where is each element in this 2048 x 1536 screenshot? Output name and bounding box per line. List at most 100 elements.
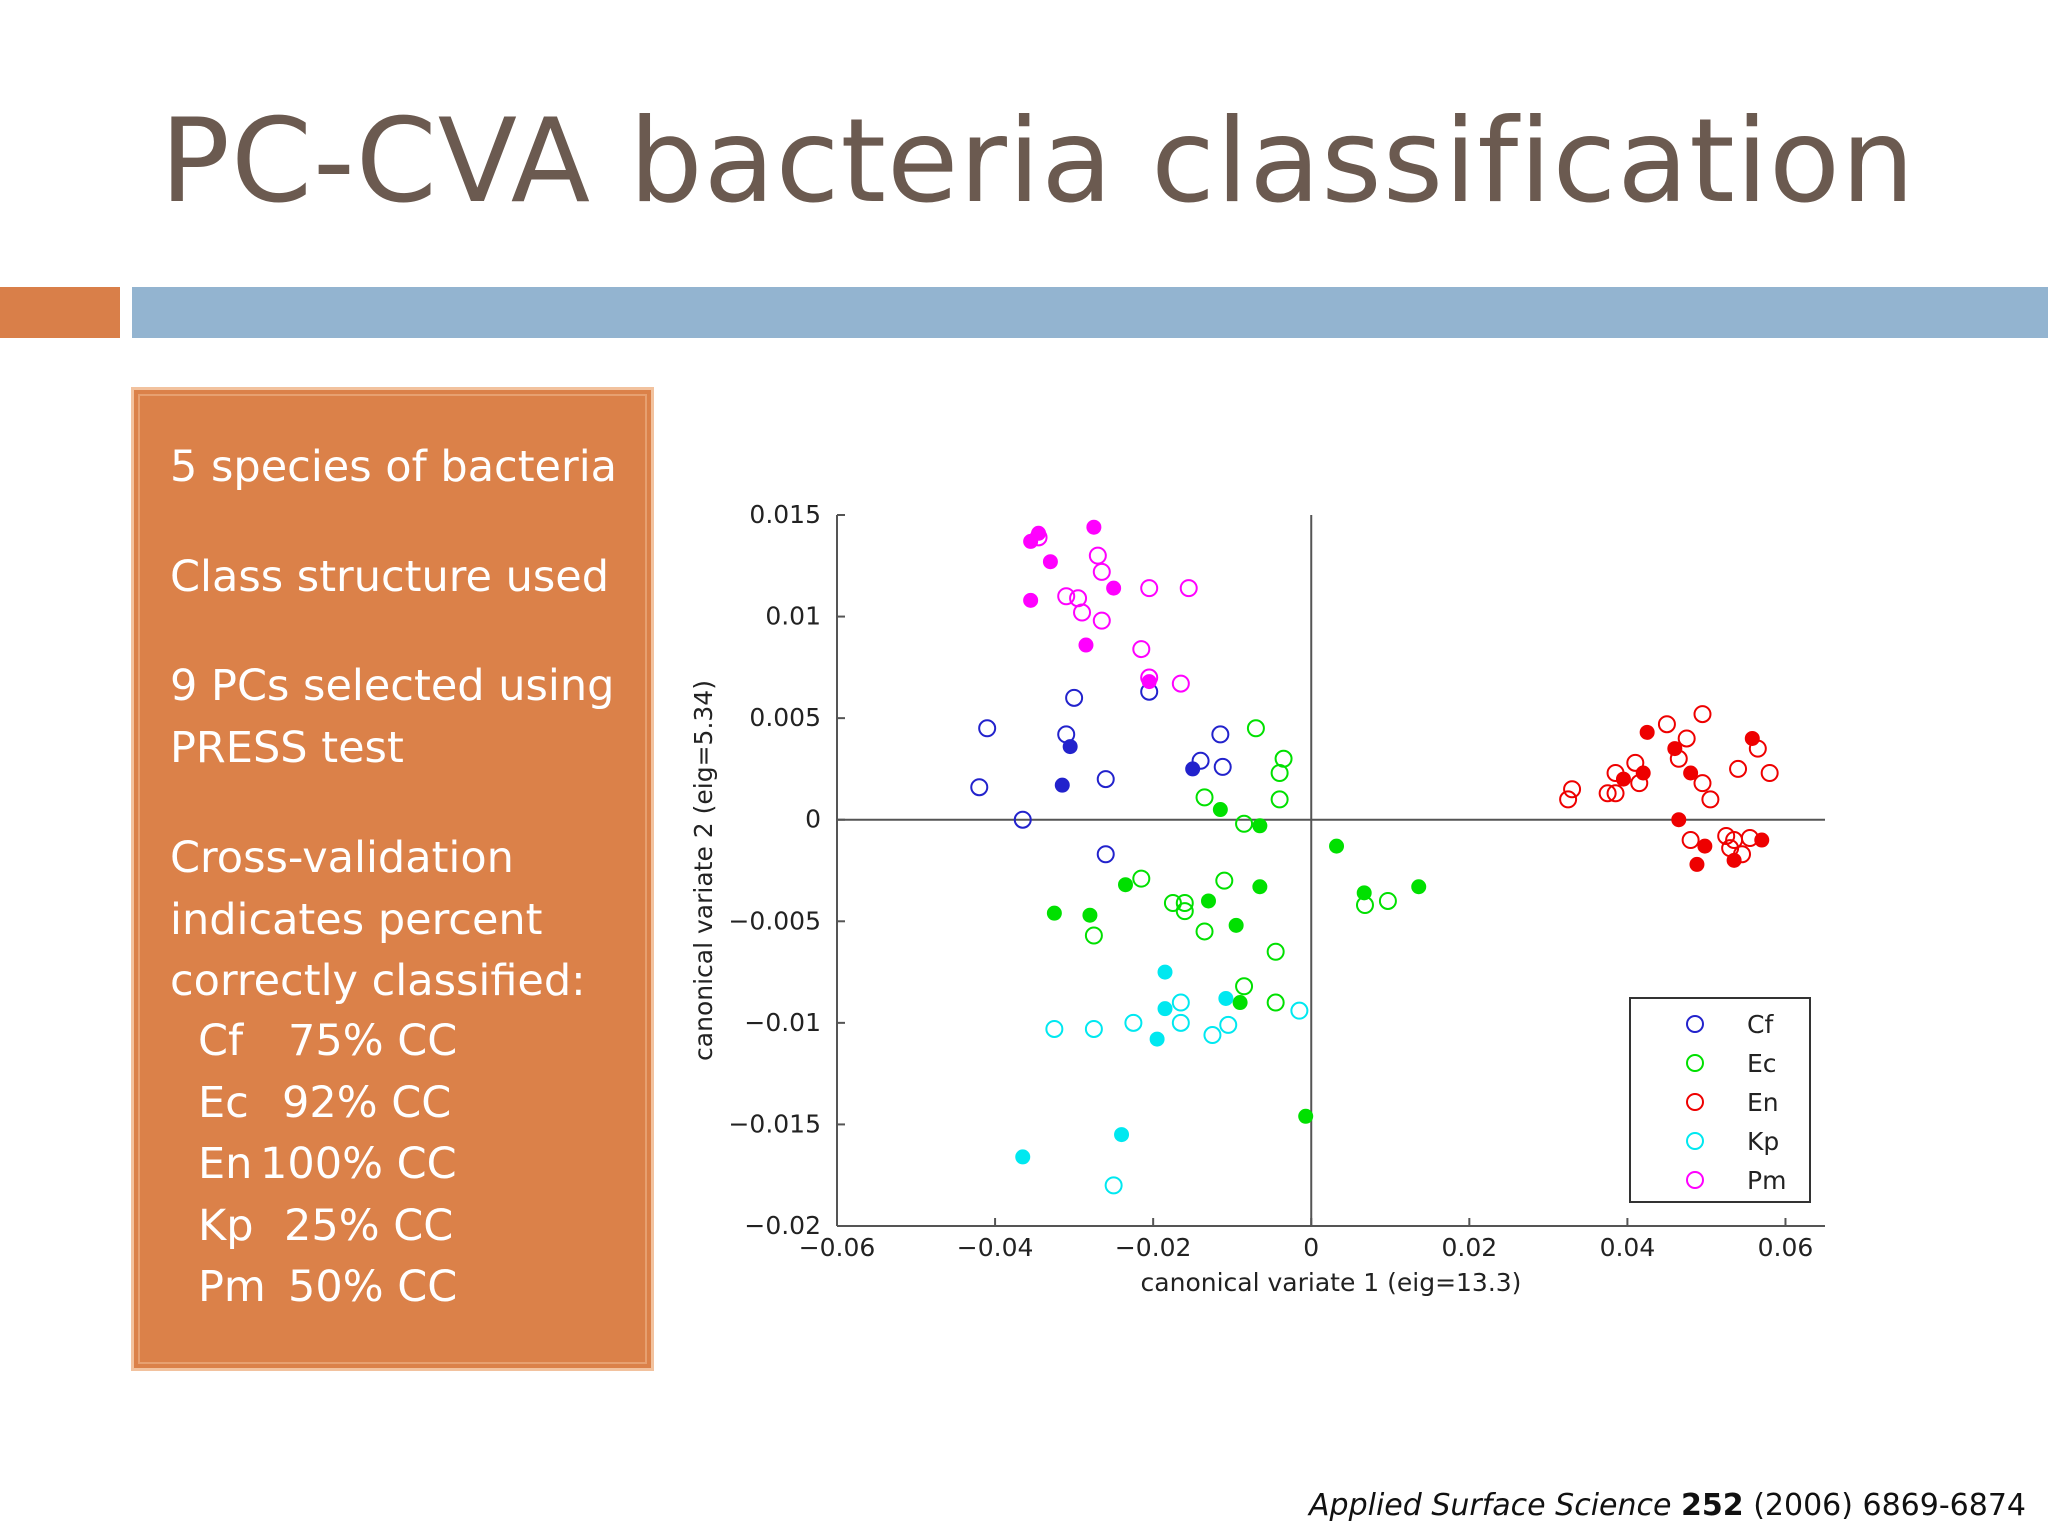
point-cf-open — [1211, 725, 1230, 744]
point-pm-open — [1088, 546, 1107, 565]
point-en-filled — [1726, 852, 1742, 868]
point-ec-open — [1132, 869, 1151, 888]
y-tick-label: −0.015 — [728, 1109, 821, 1138]
point-pm-open — [1073, 603, 1092, 622]
info-item: PRESS test — [170, 723, 404, 773]
x-tick-label: 0.06 — [1758, 1233, 1814, 1262]
point-cf-open — [978, 719, 997, 738]
point-en-open — [1693, 774, 1712, 793]
point-pm-open — [1092, 562, 1111, 581]
point-kp-open — [1171, 1013, 1190, 1032]
point-ec-filled — [1329, 838, 1345, 854]
title-accent-bar — [0, 287, 120, 338]
point-pm-filled — [1078, 637, 1094, 653]
point-en-filled — [1671, 812, 1687, 828]
legend: Cf Ec En Kp Pm — [1629, 997, 1811, 1203]
point-ec-filled — [1046, 905, 1062, 921]
y-tick-label: 0 — [805, 805, 821, 834]
point-en-open — [1681, 831, 1700, 850]
axes: −0.06 −0.04 −0.02 0 0.02 0.04 0.06 0.015 0.01 0.0… — [728, 500, 1825, 1262]
point-ec-open — [1235, 814, 1254, 833]
point-kp-open — [1219, 1015, 1238, 1034]
legend-box — [1629, 997, 1811, 1203]
point-en-open — [1693, 705, 1712, 724]
legend-label-ec: Ec — [1747, 1049, 1777, 1078]
point-ec-filled — [1356, 885, 1372, 901]
point-ec-open — [1246, 719, 1265, 738]
point-ec-open — [1266, 942, 1285, 961]
point-en-filled — [1635, 765, 1651, 781]
point-ec-filled — [1411, 879, 1427, 895]
info-item: Cross-validation — [170, 833, 514, 883]
point-pm-open — [1179, 579, 1198, 598]
point-cf-open — [1096, 845, 1115, 864]
y-tick-label: 0.015 — [749, 500, 821, 529]
citation-pages: (2006) 6869-6874 — [1753, 1488, 2026, 1523]
point-ec-filled — [1082, 907, 1098, 923]
point-cf-filled — [1054, 777, 1070, 793]
legend-label-kp: Kp — [1747, 1127, 1779, 1156]
point-en-filled — [1697, 838, 1713, 854]
point-pm-open — [1057, 587, 1076, 606]
point-en-open — [1701, 790, 1720, 809]
legend-marker-kp — [1686, 1132, 1704, 1150]
point-pm-filled — [1141, 674, 1157, 690]
x-tick-label: 0.02 — [1441, 1233, 1497, 1262]
point-kp-open — [1203, 1026, 1222, 1045]
point-pm-open — [1140, 579, 1159, 598]
scatter-chart: −0.06 −0.04 −0.02 0 0.02 0.04 0.06 0.015 0.01 0.0… — [689, 500, 1825, 1297]
point-cf-open — [1191, 751, 1210, 770]
point-ec-filled — [1252, 818, 1268, 834]
point-en-filled — [1744, 730, 1760, 746]
point-kp-filled — [1157, 1001, 1173, 1017]
legend-label-pm: Pm — [1747, 1166, 1786, 1195]
x-tick-label: 0 — [1303, 1233, 1319, 1262]
x-axis-label: canonical variate 1 (eig=13.3) — [1141, 1268, 1522, 1297]
cc-species: Kp — [198, 1201, 254, 1251]
legend-label-en: En — [1747, 1088, 1779, 1117]
point-kp-open — [1084, 1019, 1103, 1038]
cc-row: Ec 92% CC — [198, 1078, 451, 1128]
y-tick-label: −0.01 — [744, 1008, 821, 1037]
point-cf-open — [1096, 770, 1115, 789]
point-ec-open — [1195, 788, 1214, 807]
point-kp-filled — [1149, 1031, 1165, 1047]
point-cf-open — [1013, 810, 1032, 829]
point-kp-open — [1290, 1001, 1309, 1020]
point-pm-open — [1132, 640, 1151, 659]
point-ec-open — [1084, 926, 1103, 945]
cc-species: Ec — [198, 1078, 249, 1128]
cc-species: En — [198, 1139, 253, 1189]
point-kp-filled — [1218, 990, 1234, 1006]
cc-species: Pm — [198, 1262, 266, 1312]
point-en-filled — [1639, 724, 1655, 740]
point-en-open — [1598, 784, 1617, 803]
point-ec-open — [1235, 977, 1254, 996]
point-en-open — [1677, 729, 1696, 748]
y-tick-label: −0.005 — [728, 906, 821, 935]
y-axis-label: canonical variate 2 (eig=5.34) — [689, 680, 718, 1061]
point-en-filled — [1667, 741, 1683, 757]
citation-journal: Applied Surface Science — [1309, 1488, 1672, 1523]
point-ec-open — [1195, 922, 1214, 941]
point-pm-filled — [1106, 580, 1122, 596]
title-divider-bar — [132, 287, 2048, 338]
point-en-filled — [1754, 832, 1770, 848]
point-ec-filled — [1232, 995, 1248, 1011]
point-en-open — [1626, 753, 1645, 772]
point-en-open — [1729, 759, 1748, 778]
x-tick-label: 0.04 — [1600, 1233, 1656, 1262]
point-ec-open — [1215, 871, 1234, 890]
point-ec-open — [1270, 763, 1289, 782]
info-box: 5 species of bacteria Class structure us… — [131, 387, 654, 1371]
cc-species: Cf — [198, 1016, 244, 1066]
y-tick-label: 0.01 — [765, 602, 821, 631]
legend-marker-cf — [1686, 1015, 1704, 1033]
cc-row: Cf 75% CC — [198, 1016, 457, 1066]
point-ec-open — [1270, 790, 1289, 809]
point-kp-open — [1045, 1019, 1064, 1038]
legend-marker-ec — [1686, 1054, 1704, 1072]
point-cf-open — [1065, 688, 1084, 707]
y-tick-label: 0.005 — [749, 703, 821, 732]
point-pm-filled — [1042, 554, 1058, 570]
